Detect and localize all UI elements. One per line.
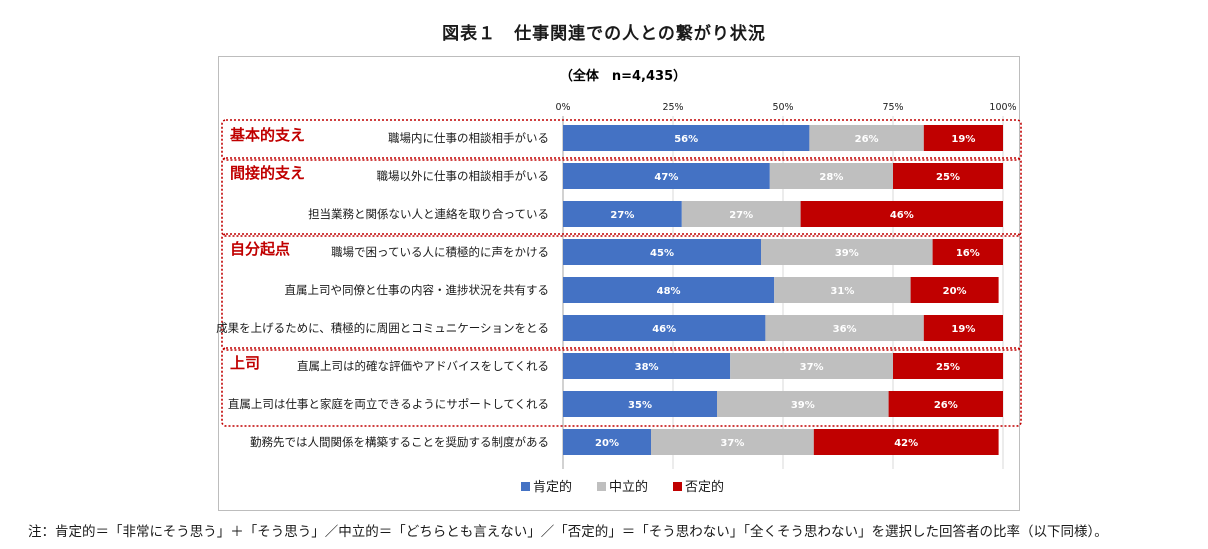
- positive-segment: [563, 125, 810, 151]
- data-label: 36%: [833, 324, 857, 335]
- data-label: 16%: [956, 248, 980, 259]
- group-label: 間接的支え: [230, 164, 305, 182]
- chart-frame: [218, 56, 1020, 511]
- data-label: 27%: [729, 210, 753, 221]
- neutral-segment: [765, 315, 924, 341]
- data-label: 25%: [936, 362, 960, 373]
- negative-segment: [923, 315, 1003, 341]
- data-label: 48%: [657, 286, 681, 297]
- data-label: 31%: [830, 286, 854, 297]
- negative-segment: [932, 239, 1003, 265]
- data-label: 37%: [800, 362, 824, 373]
- category-label: 職場で困っている人に積極的に声をかける: [331, 245, 549, 259]
- legend-label: 否定的: [685, 479, 724, 495]
- chart-subtitle: （全体 n=4,435）: [560, 68, 686, 84]
- category-label: 直属上司や同僚と仕事の内容・進捗状況を共有する: [285, 283, 550, 297]
- category-label: 成果を上げるために、積極的に周囲とコミュニケーションをとる: [216, 321, 549, 335]
- positive-segment: [563, 163, 770, 189]
- data-label: 39%: [835, 248, 859, 259]
- neutral-segment: [809, 125, 924, 151]
- group-box: [221, 347, 1022, 427]
- legend-swatch: [521, 482, 530, 491]
- x-tick-label: 25%: [662, 102, 683, 113]
- positive-segment: [563, 239, 761, 265]
- data-label: 37%: [720, 438, 744, 449]
- x-tick-label: 100%: [989, 102, 1016, 113]
- figure-title: 図表１ 仕事関連での人との繋がり状況: [442, 24, 766, 44]
- group-label: 自分起点: [230, 240, 290, 258]
- group-box: [221, 157, 1022, 237]
- data-label: 28%: [819, 172, 843, 183]
- x-tick-label: 0%: [555, 102, 570, 113]
- category-label: 職場内に仕事の相談相手がいる: [388, 131, 549, 145]
- data-label: 35%: [628, 400, 652, 411]
- data-label: 38%: [635, 362, 659, 373]
- neutral-segment: [730, 353, 893, 379]
- data-label: 27%: [610, 210, 634, 221]
- data-label: 20%: [943, 286, 967, 297]
- neutral-segment: [761, 239, 933, 265]
- data-label: 26%: [855, 134, 879, 145]
- x-tick-label: 50%: [772, 102, 793, 113]
- negative-segment: [800, 201, 1003, 227]
- data-label: 42%: [894, 438, 918, 449]
- negative-segment: [893, 163, 1003, 189]
- data-label: 46%: [652, 324, 676, 335]
- neutral-segment: [651, 429, 814, 455]
- neutral-segment: [717, 391, 889, 417]
- positive-segment: [563, 353, 731, 379]
- negative-segment: [813, 429, 999, 455]
- neutral-segment: [681, 201, 801, 227]
- category-label: 担当業務と関係ない人と連絡を取り合っている: [308, 207, 549, 221]
- data-label: 20%: [595, 438, 619, 449]
- negative-segment: [893, 353, 1003, 379]
- negative-segment: [888, 391, 1003, 417]
- data-label: 46%: [890, 210, 914, 221]
- group-label: 上司: [230, 354, 260, 372]
- legend-label: 中立的: [609, 479, 648, 495]
- positive-segment: [563, 277, 775, 303]
- neutral-segment: [774, 277, 911, 303]
- data-label: 19%: [951, 134, 975, 145]
- data-label: 56%: [674, 134, 698, 145]
- legend-label: 肯定的: [533, 479, 572, 495]
- positive-segment: [563, 201, 682, 227]
- data-label: 25%: [936, 172, 960, 183]
- data-label: 39%: [791, 400, 815, 411]
- footnote: 注：肯定的＝「非常にそう思う」＋「そう思う」／中立的＝「どちらとも言えない」／「…: [28, 524, 1108, 540]
- data-label: 19%: [951, 324, 975, 335]
- legend-swatch: [597, 482, 606, 491]
- positive-segment: [563, 429, 651, 455]
- category-label: 職場以外に仕事の相談相手がいる: [377, 169, 550, 183]
- group-box: [221, 119, 1022, 161]
- category-label: 直属上司は仕事と家庭を両立できるようにサポートしてくれる: [228, 397, 549, 411]
- neutral-segment: [769, 163, 893, 189]
- category-label: 直属上司は的確な評価やアドバイスをしてくれる: [297, 359, 549, 373]
- legend-swatch: [673, 482, 682, 491]
- positive-segment: [563, 315, 766, 341]
- x-tick-label: 75%: [882, 102, 903, 113]
- data-label: 47%: [654, 172, 678, 183]
- category-label: 勤務先では人間関係を構築することを奨励する制度がある: [250, 435, 549, 449]
- negative-segment: [910, 277, 999, 303]
- group-label: 基本的支え: [229, 126, 305, 144]
- positive-segment: [563, 391, 717, 417]
- negative-segment: [923, 125, 1003, 151]
- data-label: 45%: [650, 248, 674, 259]
- data-label: 26%: [934, 400, 958, 411]
